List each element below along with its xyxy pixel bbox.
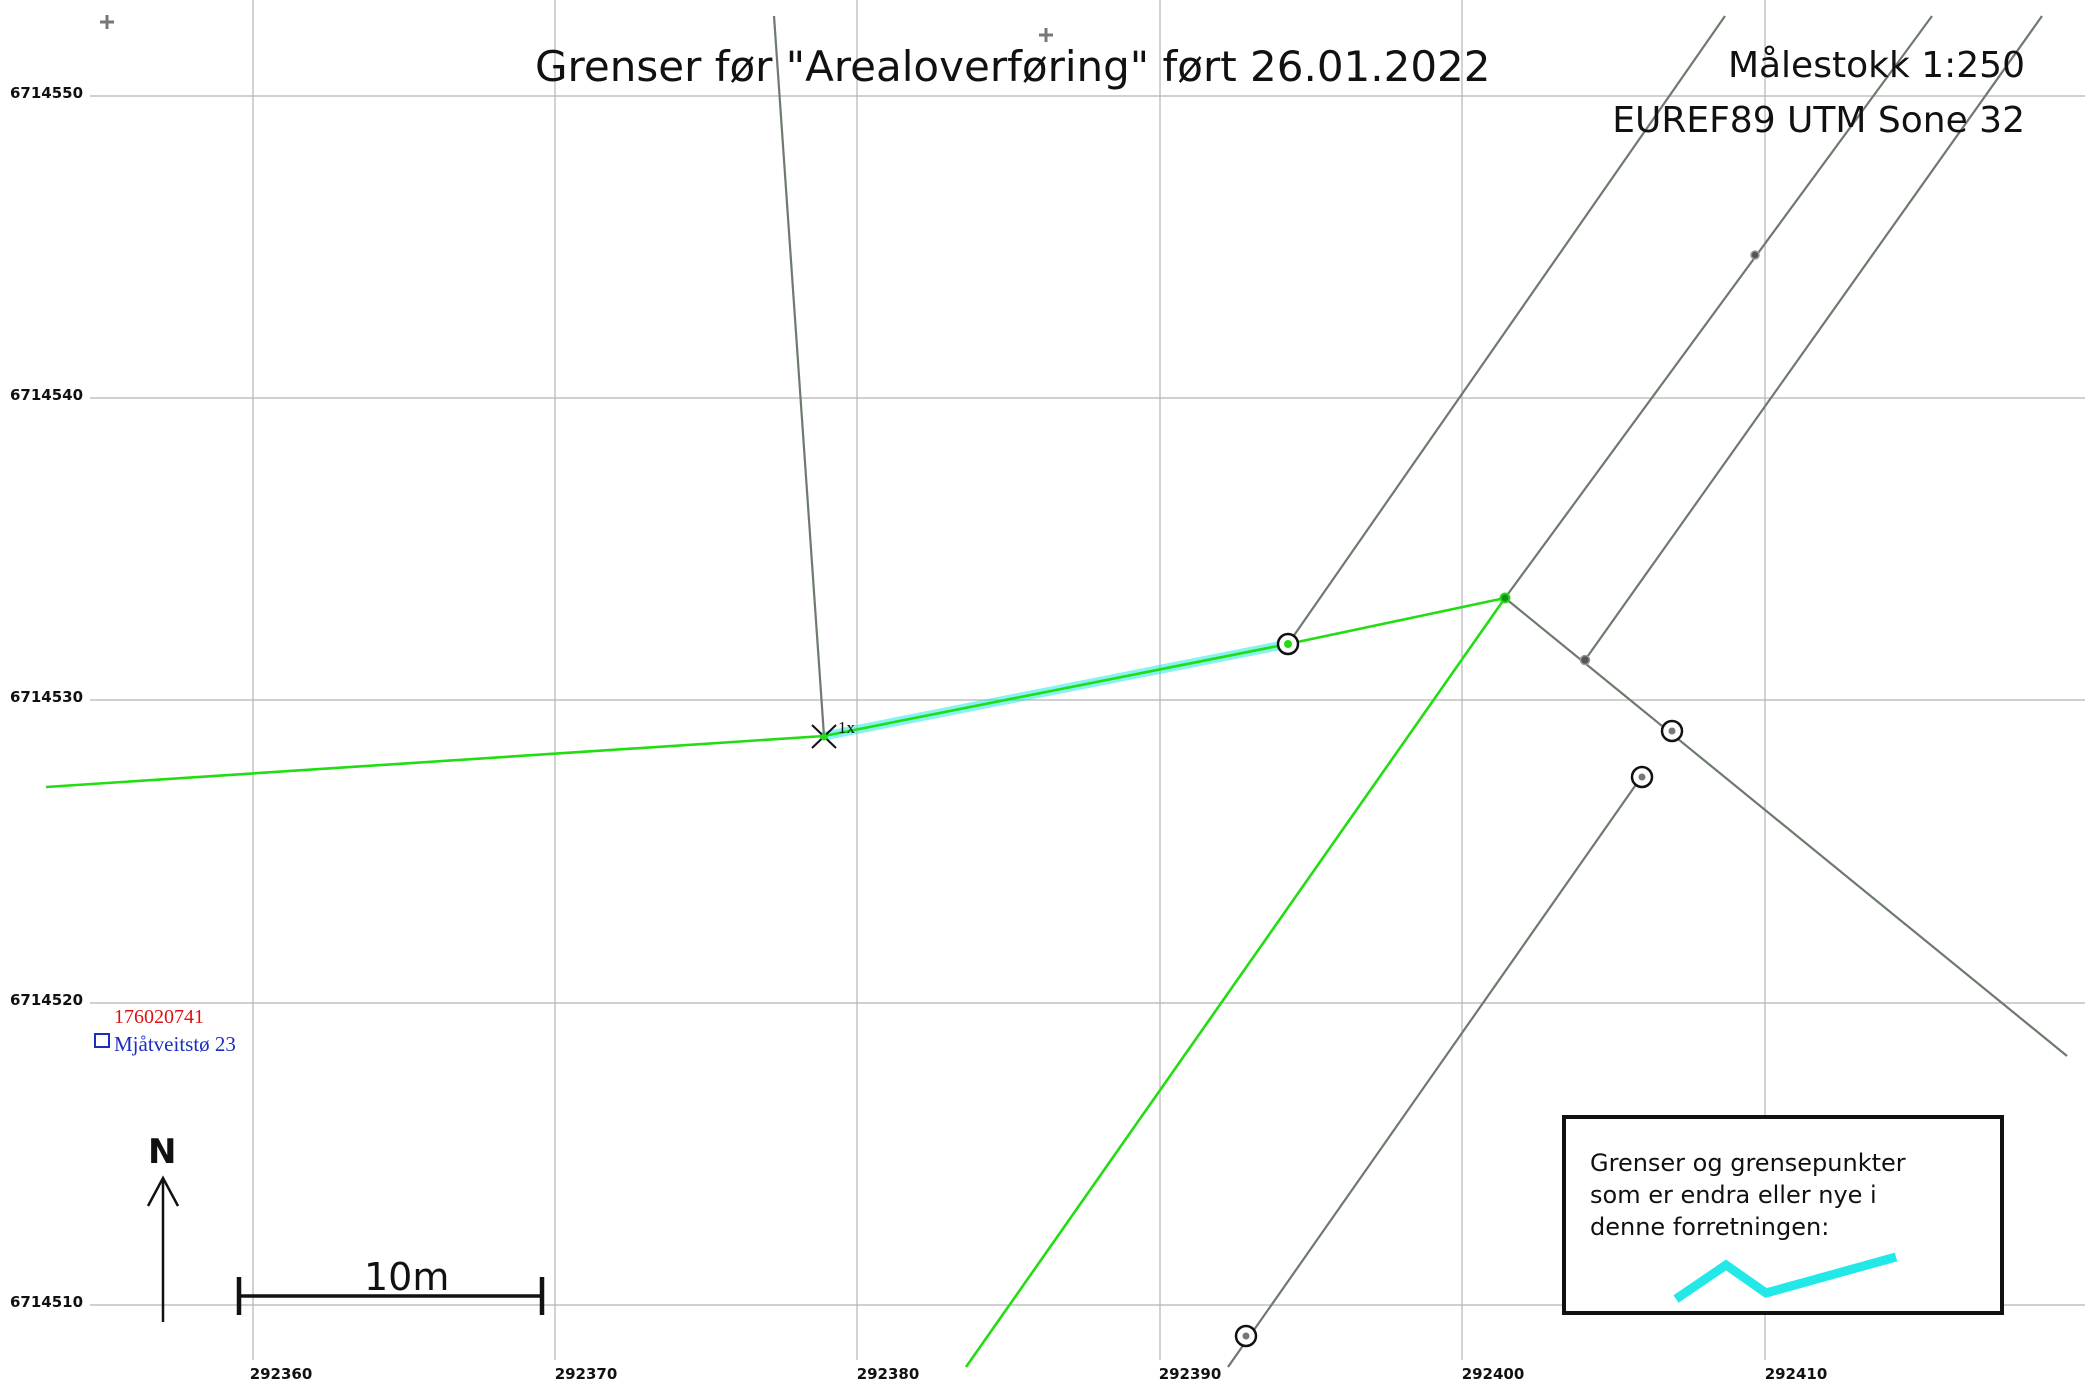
boundary-line-ne-3 [1584, 15, 2043, 661]
boundary-line-north [772, 15, 826, 737]
point-marker-cross [811, 724, 837, 749]
coordinate-grid [90, 0, 2085, 1360]
property-id-label: 176020741 [114, 1006, 204, 1028]
point-marker-circle [1660, 719, 1684, 743]
property-marker-icon [94, 1033, 110, 1048]
northing-label: 6714520 [10, 991, 84, 1009]
grid-crosses [100, 15, 1053, 42]
easting-label: 292360 [249, 1365, 313, 1383]
point-marker-circle [1276, 632, 1300, 656]
point-marker-circle [1234, 1324, 1258, 1348]
boundaries-before [45, 596, 1507, 1368]
northing-label: 6714550 [10, 84, 84, 102]
boundary-points [811, 250, 1760, 1348]
northing-label: 6714510 [10, 1293, 84, 1311]
scalebar-icon [236, 1277, 545, 1315]
map-title: Grenser før "Arealoverføring" ført 26.01… [535, 42, 1491, 91]
point-marker-dot [1750, 250, 1760, 260]
boundary-line-south [1227, 775, 1643, 1368]
point-marker-dot [1499, 592, 1511, 604]
northing-label: 6714530 [10, 688, 84, 706]
north-arrow-label: N [148, 1132, 177, 1172]
boundary-line-se [1504, 597, 2068, 1057]
property-address-label: Mjåtveitstø 23 [114, 1032, 236, 1056]
legend-swatch-icon [1673, 1252, 1898, 1303]
easting-label: 292370 [554, 1365, 618, 1383]
green-boundary-diagonal [964, 597, 1507, 1368]
north-arrow-icon [146, 1175, 180, 1322]
northing-label: 6714540 [10, 386, 84, 404]
easting-label: 292390 [1158, 1365, 1222, 1383]
easting-label: 292410 [1764, 1365, 1828, 1383]
easting-label: 292400 [1461, 1365, 1525, 1383]
boundary-line-ne-2 [1504, 15, 1933, 599]
easting-label: 292380 [856, 1365, 920, 1383]
existing-boundaries [772, 15, 2068, 1368]
map-crs-text: EUREF89 UTM Sone 32 [1612, 100, 2025, 141]
legend-box: Grenser og grensepunkter som er endra el… [1562, 1115, 2004, 1315]
point-marker-circle [1630, 765, 1654, 789]
point-label: 1x [838, 718, 855, 737]
map-scale-text: Målestokk 1:250 [1727, 45, 2025, 86]
point-marker-dot [1579, 654, 1591, 666]
green-boundary-main [45, 596, 1506, 789]
boundary-line-ne-1 [1287, 15, 1726, 645]
legend-text: Grenser og grensepunkter som er endra el… [1590, 1149, 1906, 1241]
scalebar-label: 10m [364, 1255, 450, 1299]
